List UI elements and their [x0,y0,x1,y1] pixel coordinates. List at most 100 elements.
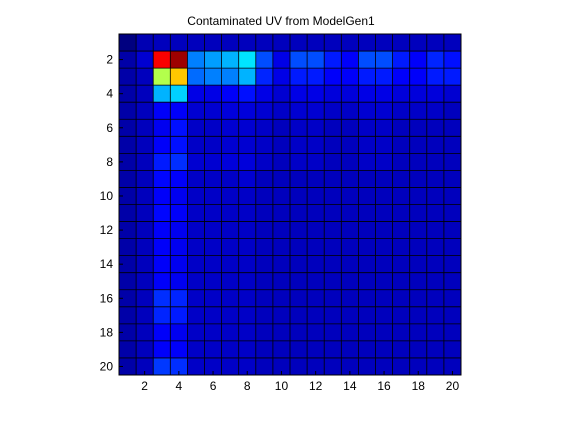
heatmap-cell-r12-c13 [324,221,342,239]
heatmap-cell-r9-c3 [153,170,171,188]
heatmap-cell-r16-c2 [136,289,154,308]
heatmap-cell-r2-c13 [324,51,342,69]
heatmap-cell-r4-c14 [341,85,359,103]
heatmap-cell-r15-c7 [221,272,240,291]
heatmap-cell-r2-c1 [119,51,137,69]
heatmap-cell-r9-c7 [221,170,240,188]
heatmap-cell-r14-c10 [272,255,291,274]
heatmap-cell-r11-c4 [170,204,188,222]
heatmap-cell-r9-c20 [443,170,462,188]
heatmap-cell-r7-c8 [238,136,257,154]
heatmap-cell-r5-c1 [119,102,137,120]
heatmap-cell-r7-c14 [341,136,359,154]
heatmap-cell-r11-c11 [290,204,308,222]
heatmap-cell-r7-c1 [119,136,137,154]
heatmap-cell-r1-c2 [136,34,154,52]
heatmap-cell-r17-c17 [392,306,411,325]
heatmap-cell-r19-c17 [392,340,411,359]
heatmap-cell-r11-c20 [443,204,462,222]
heatmap-cell-r5-c14 [341,102,359,120]
heatmap-cell-r10-c14 [341,187,359,205]
heatmap-cell-r2-c9 [255,51,274,69]
heatmap-cell-r14-c13 [324,255,342,274]
plot-frame [118,33,462,376]
heatmap-cell-r3-c18 [409,68,428,86]
x-tick-label: 6 [210,379,217,393]
heatmap-cell-r6-c14 [341,119,359,137]
heatmap-cell-r10-c11 [290,187,308,205]
heatmap-cell-r10-c6 [204,187,222,205]
heatmap-cell-r18-c4 [170,323,188,342]
heatmap-cell-r14-c1 [119,255,137,274]
heatmap-cell-r9-c15 [358,170,376,188]
heatmap-cell-r19-c11 [290,340,308,359]
heatmap-cell-r11-c1 [119,204,137,222]
heatmap-cell-r3-c7 [221,68,240,86]
y-axis: 2 4 6 8 10 12 14 16 18 20 [100,53,123,373]
heatmap-cell-r2-c12 [307,51,325,69]
heatmap-cell-r6-c1 [119,119,137,137]
heatmap-cell-r13-c11 [290,238,308,257]
heatmap-cell-r12-c2 [136,221,154,239]
heatmap-cell-r10-c3 [153,187,171,205]
heatmap-cell-r7-c9 [255,136,274,154]
heatmap-cell-r14-c19 [426,255,445,274]
heatmap-cell-r17-c14 [341,306,359,325]
heatmap-cell-r17-c7 [221,306,240,325]
chart-title: Contaminated UV from ModelGen1 [187,14,375,28]
heatmap-cell-r15-c13 [324,272,342,291]
heatmap-cell-r12-c3 [153,221,171,239]
heatmap-cell-r12-c11 [290,221,308,239]
heatmap-cell-r15-c18 [409,272,428,291]
heatmap-cell-r7-c13 [324,136,342,154]
heatmap-cell-r9-c18 [409,170,428,188]
heatmap-cell-r7-c18 [409,136,428,154]
heatmap-cell-r3-c2 [136,68,154,86]
y-tick-label: 8 [106,155,113,169]
heatmap-cell-r18-c19 [426,323,445,342]
heatmap-cell-r14-c8 [238,255,257,274]
heatmap-cell-r8-c20 [443,153,462,171]
heatmap-cell-r7-c17 [392,136,411,154]
heatmap-cell-r17-c3 [153,306,171,325]
heatmap-cell-r12-c17 [392,221,411,239]
heatmap-cell-r8-c19 [426,153,445,171]
heatmap-cell-r13-c20 [443,238,462,257]
heatmap-cell-r12-c8 [238,221,257,239]
heatmap-cell-r8-c7 [221,153,240,171]
heatmap-cell-r13-c6 [204,238,222,257]
heatmap-cell-r7-c5 [187,136,205,154]
heatmap-cell-r6-c16 [375,119,393,137]
heatmap-cell-r3-c11 [290,68,308,86]
y-tick-label: 20 [100,359,114,373]
heatmap-cell-r2-c4 [170,51,188,69]
heatmap-cell-r20-c12 [307,357,325,376]
heatmap-cell-r9-c10 [272,170,291,188]
heatmap-cell-r14-c3 [153,255,171,274]
heatmap-cell-r13-c16 [375,238,393,257]
heatmap-cell-r12-c7 [221,221,240,239]
heatmap-cell-r16-c10 [272,289,291,308]
heatmap-cell-r9-c8 [238,170,257,188]
heatmap-cell-r7-c19 [426,136,445,154]
heatmap-cell-r13-c2 [136,238,154,257]
heatmap-cell-r5-c8 [238,102,257,120]
heatmap-cell-r5-c2 [136,102,154,120]
heatmap-cell-r18-c10 [272,323,291,342]
heatmap-cell-r3-c15 [358,68,376,86]
heatmap-cell-r12-c18 [409,221,428,239]
heatmap-cell-r14-c17 [392,255,411,274]
heatmap-cell-r18-c1 [119,323,137,342]
heatmap-cell-r19-c3 [153,340,171,359]
heatmap-cell-r9-c12 [307,170,325,188]
heatmap-cells [119,34,462,376]
heatmap-cell-r12-c5 [187,221,205,239]
heatmap-cell-r17-c19 [426,306,445,325]
heatmap-cell-r5-c13 [324,102,342,120]
heatmap-cell-r5-c5 [187,102,205,120]
heatmap-cell-r15-c9 [255,272,274,291]
heatmap-cell-r19-c9 [255,340,274,359]
heatmap-cell-r5-c15 [358,102,376,120]
heatmap-cell-r12-c10 [272,221,291,239]
heatmap-cell-r1-c14 [341,34,359,52]
